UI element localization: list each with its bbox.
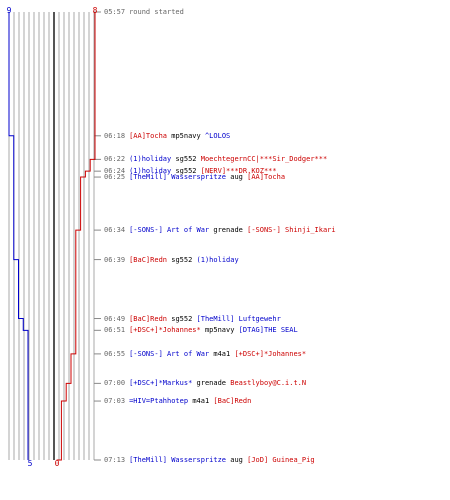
victim-name: [DTAG]THE SEAL [238,326,298,335]
event-time: 06:39 [104,255,126,264]
victim-name: [-SONS-] Shinji_Ikari [247,226,336,235]
killer-name: [TheMill] Wasserspritze [129,456,227,464]
victim-name: MoechtegernCC|***Sir_Dodger*** [200,155,328,164]
victim-name: [TheMill] Luftgewehr [196,314,281,323]
blue-end-count: 5 [28,459,33,468]
killer-name: [-SONS-] Art of War [129,226,210,235]
event-row: 06:51 [+DSC+]*Johannes* mp5navy [DTAG]THE… [104,325,298,335]
weapon-name: sg552 [175,167,197,176]
victim-name: (1)holiday [196,255,239,264]
victim-name: [AA]Tocha [247,173,286,182]
event-time: 06:51 [104,326,126,335]
event-time: 06:25 [104,173,126,182]
victim-name: ^LOLOS [204,131,231,140]
event-row: 06:22 (1)holiday sg552 MoechtegernCC|***S… [104,154,327,164]
weapon-name: sg552 [171,314,193,323]
killer-name: (1)holiday [129,167,172,176]
event-time: 06:55 [104,349,126,358]
killer-name: (1)holiday [129,155,172,164]
event-time: 06:34 [104,226,126,235]
weapon-name: grenade [213,226,243,235]
event-row: 06:18 [AA]Tocha mp5navy ^LOLOS [104,131,230,141]
event-row: 06:49 [BaC]Redn sg552 [TheMill] Luftgeweh… [104,314,281,324]
victim-name: [NERV]***DR.KOZ*** [200,167,277,176]
killer-name: [BaC]Redn [129,314,168,323]
event-time: 06:22 [104,155,126,164]
killer-name: [AA]Tocha [129,131,168,140]
killer-name: [BaC]Redn [129,255,168,264]
killer-name: [-SONS-] Art of War [129,349,210,358]
weapon-name: grenade [196,379,227,388]
event-text: round started [129,8,184,16]
weapon-name: m4a1 [192,397,210,406]
event-row: 07:13 [TheMill] Wasserspritze aug [JoD] G… [104,455,315,465]
killer-name: [TheMill] Wasserspritze [129,173,227,182]
weapon-name: mp5navy [171,131,201,140]
blue-start-count: 9 [7,6,12,15]
event-row: 06:55 [-SONS-] Art of War m4a1 [+DSC+]*Jo… [104,349,306,359]
event-row: 06:39 [BaC]Redn sg552 (1)holiday [104,255,239,265]
event-row: 06:24 (1)holiday sg552 [NERV]***DR.KOZ*** [104,166,277,176]
weapon-name: aug [230,456,243,464]
axes [53,11,101,461]
event-time: 07:13 [104,456,126,464]
event-time: 05:57 [104,8,126,16]
weapon-name: sg552 [171,255,193,264]
victim-name: [BaC]Redn [213,397,252,406]
victim-name: Beastlyboy@C.i.t.N [230,379,307,388]
weapon-name: sg552 [175,155,197,164]
killer-name: [+DSC+]*Johannes* [129,326,201,335]
event-time: 06:24 [104,167,126,176]
red-end-count: 0 [55,459,60,468]
event-row: 07:03 =HIV=Ptahhotep m4a1 [BaC]Redn [104,396,251,406]
event-time: 06:49 [104,314,126,323]
event-row: 05:57 round started [104,7,184,17]
red-team-line [56,12,96,461]
red-start-count: 8 [93,6,98,15]
weapon-name: m4a1 [213,349,231,358]
event-row: 06:25 [TheMill] Wasserspritze aug [AA]Toc… [104,172,285,182]
event-time: 07:00 [104,379,126,388]
event-row: 07:00 [+DSC+]*Markus* grenade Beastlyboy@… [104,378,306,388]
event-time: 07:03 [104,397,126,406]
blue-team-line [8,12,29,460]
event-time: 06:18 [104,131,126,140]
killer-name: =HIV=Ptahhotep [129,397,189,406]
grid-lines [8,12,95,460]
victim-name: [+DSC+]*Johannes* [234,349,307,358]
event-row: 06:34 [-SONS-] Art of War grenade [-SONS-… [104,225,336,235]
weapon-name: mp5navy [204,326,235,335]
killer-name: [+DSC+]*Markus* [129,379,193,388]
victim-name: [JoD] Guinea_Pig [247,456,315,464]
weapon-name: aug [230,173,243,182]
